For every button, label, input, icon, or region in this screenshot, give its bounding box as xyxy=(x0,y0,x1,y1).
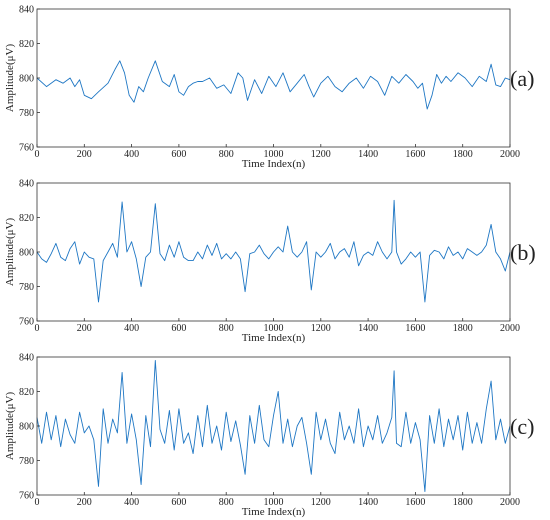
y-axis-label: Amplitude(μV) xyxy=(4,44,16,113)
y-tick-label: 820 xyxy=(19,213,34,224)
x-tick-label: 200 xyxy=(77,149,92,160)
x-tick-label: 600 xyxy=(171,149,186,160)
x-tick-label: 1400 xyxy=(358,149,378,160)
plot-frame xyxy=(36,356,511,496)
series-line-1 xyxy=(36,60,511,110)
x-tick-label: 1800 xyxy=(453,323,473,334)
x-tick-label: 600 xyxy=(171,497,186,508)
x-tick-label: 1400 xyxy=(358,497,378,508)
x-tick-label: 1600 xyxy=(405,497,425,508)
x-axis-label: Time Index(n) xyxy=(242,332,306,344)
y-tick-label: 800 xyxy=(19,74,34,85)
x-tick-label: 1400 xyxy=(358,323,378,334)
x-tick-label: 1600 xyxy=(405,323,425,334)
x-tick-label: 1200 xyxy=(311,149,331,160)
y-tick-label: 800 xyxy=(19,422,34,433)
x-tick-label: 1000 xyxy=(264,149,284,160)
y-tick-label: 780 xyxy=(19,282,34,293)
x-tick-label: 2000 xyxy=(500,497,520,508)
y-tick-label: 840 xyxy=(19,179,34,190)
x-tick-label: 1600 xyxy=(405,149,425,160)
x-tick-label: 200 xyxy=(77,497,92,508)
y-tick-label: 840 xyxy=(19,353,34,364)
x-tick-label: 2000 xyxy=(500,149,520,160)
y-tick-label: 780 xyxy=(19,108,34,119)
x-tick-label: 0 xyxy=(35,149,40,160)
x-tick-label: 1200 xyxy=(311,497,331,508)
y-axis-label: Amplitude(μV) xyxy=(4,218,16,287)
y-tick-label: 800 xyxy=(19,248,34,259)
x-tick-label: 400 xyxy=(124,149,139,160)
x-tick-label: 400 xyxy=(124,323,139,334)
x-axis-label: Time Index(n) xyxy=(242,506,306,518)
y-tick-label: 780 xyxy=(19,456,34,467)
panel-label: (a) xyxy=(510,66,534,91)
panel-label: (b) xyxy=(510,240,536,265)
x-tick-label: 1200 xyxy=(311,323,331,334)
chart-panel-1: 0 200 400 600 800 1000 1200 1400 1600 1800 2000 760… xyxy=(4,5,534,171)
chart-panel-3: 0 200 400 600 800 1000 1200 1400 1600 1800 2000 760… xyxy=(4,353,534,519)
y-tick-label: 760 xyxy=(19,317,34,328)
x-tick-label: 800 xyxy=(219,323,234,334)
series-line-1 xyxy=(36,360,511,493)
y-tick-label: 820 xyxy=(19,387,34,398)
x-tick-label: 0 xyxy=(35,323,40,334)
x-tick-label: 1000 xyxy=(264,497,284,508)
x-tick-label: 600 xyxy=(171,323,186,334)
series-line-1 xyxy=(36,199,511,303)
y-tick-label: 760 xyxy=(19,491,34,502)
x-tick-label: 0 xyxy=(35,497,40,508)
y-tick-label: 840 xyxy=(19,5,34,16)
x-tick-label: 1800 xyxy=(453,497,473,508)
x-tick-label: 1000 xyxy=(264,323,284,334)
x-tick-label: 1800 xyxy=(453,149,473,160)
x-axis-label: Time Index(n) xyxy=(242,158,306,170)
y-tick-label: 760 xyxy=(19,143,34,154)
x-tick-label: 800 xyxy=(219,149,234,160)
chart-panel-2: 0 200 400 600 800 1000 1200 1400 1600 1800 2000 760… xyxy=(4,179,536,345)
y-tick-label: 820 xyxy=(19,39,34,50)
x-tick-label: 800 xyxy=(219,497,234,508)
y-axis-label: Amplitude(μV) xyxy=(4,392,16,461)
x-tick-label: 400 xyxy=(124,497,139,508)
panel-label: (c) xyxy=(510,414,534,439)
x-tick-label: 200 xyxy=(77,323,92,334)
x-tick-label: 2000 xyxy=(500,323,520,334)
